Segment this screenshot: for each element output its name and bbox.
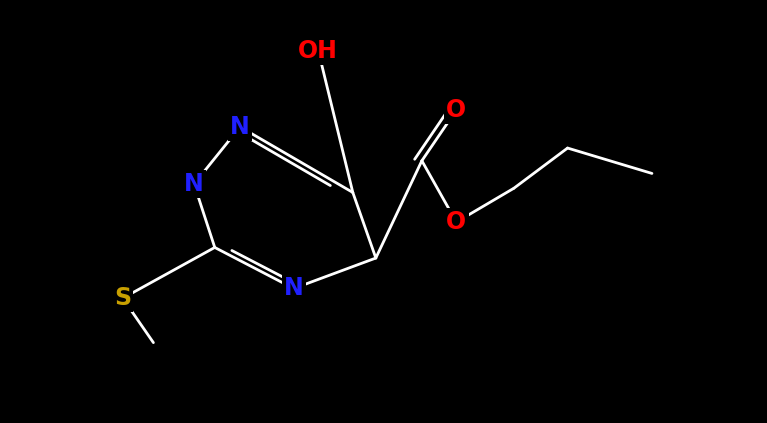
Text: N: N — [230, 115, 250, 139]
Text: S: S — [114, 286, 131, 310]
Text: N: N — [184, 172, 204, 196]
Text: N: N — [284, 277, 304, 300]
Text: O: O — [446, 98, 466, 122]
Text: OH: OH — [298, 39, 338, 63]
Text: O: O — [446, 210, 466, 234]
